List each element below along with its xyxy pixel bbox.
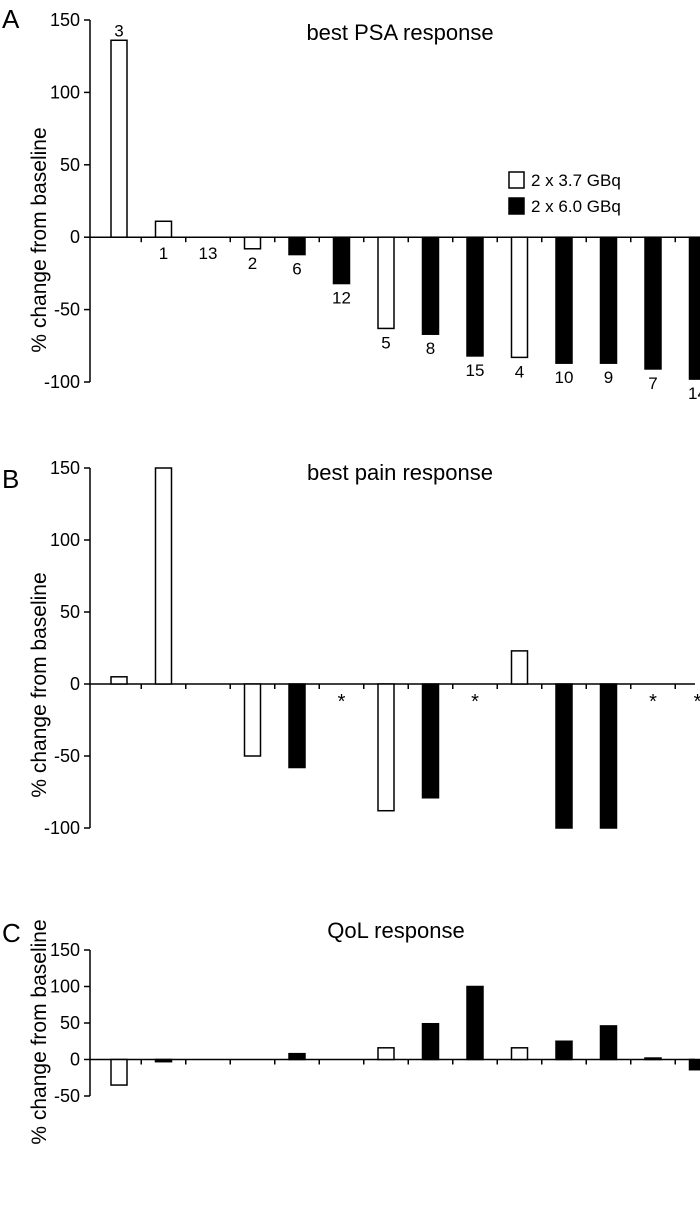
bar [243, 236, 262, 250]
bar [510, 236, 529, 359]
bar [599, 683, 618, 829]
bar [154, 467, 173, 685]
y-axis-label-c: % change from baseline [28, 919, 51, 1144]
bar-label: 3 [114, 21, 123, 40]
bar [154, 1058, 173, 1063]
panel-letter-c: C [2, 918, 21, 948]
bar-label: 8 [426, 339, 435, 358]
y-tick-label: 100 [50, 82, 80, 102]
bar [644, 1057, 662, 1061]
y-tick-label: 0 [70, 674, 80, 694]
panel-b: B best pain response % change from basel… [2, 458, 700, 838]
panel-letter-b: B [2, 464, 19, 494]
bar [288, 236, 306, 256]
y-tick-label: 100 [50, 530, 80, 550]
y-tick-label: 50 [60, 155, 80, 175]
asterisk-marker: * [649, 691, 657, 713]
bar [110, 1058, 128, 1086]
y-tick-label: 50 [60, 1013, 80, 1033]
y-tick-label: 150 [50, 940, 80, 960]
bar [599, 236, 618, 364]
bar [288, 1052, 306, 1061]
y-tick-label: -50 [54, 746, 80, 766]
bar [466, 985, 484, 1061]
y-axis-label-a: % change from baseline [28, 127, 51, 352]
bar [510, 650, 529, 685]
bar [110, 39, 128, 238]
bar [332, 236, 351, 285]
y-tick-label: 150 [50, 10, 80, 30]
bar-label: 4 [515, 362, 524, 381]
bar [688, 1058, 700, 1071]
bar [555, 1040, 573, 1061]
y-tick-label: -50 [54, 300, 80, 320]
y-tick-label: 0 [70, 227, 80, 247]
panel-letter-a: A [2, 4, 20, 34]
y-tick-label: 150 [50, 458, 80, 478]
bar-label: 14 [688, 384, 700, 403]
bar [466, 236, 484, 357]
asterisk-marker: * [471, 691, 479, 713]
bar [110, 676, 128, 685]
legend-label-6-0: 2 x 6.0 GBq [531, 197, 621, 216]
bar [421, 683, 440, 799]
bar [688, 236, 700, 380]
bar-label: 2 [248, 254, 257, 273]
asterisk-marker: * [293, 691, 301, 713]
y-tick-label: 0 [70, 1050, 80, 1070]
bar [243, 683, 262, 757]
legend-label-3-7: 2 x 3.7 GBq [531, 171, 621, 190]
legend-swatch-3-7 [508, 171, 525, 189]
y-axis-label-b: % change from baseline [28, 572, 51, 797]
chart-title-c: QoL response [327, 918, 464, 943]
bar-label: 15 [466, 361, 485, 380]
bar-label: 10 [555, 368, 574, 387]
bar [555, 683, 573, 829]
y-tick-label: 50 [60, 602, 80, 622]
bar-label: 7 [648, 374, 657, 393]
asterisk-marker: * [338, 691, 346, 713]
chart-title-a: best PSA response [306, 20, 493, 45]
bar [599, 1025, 618, 1061]
y-tick-label: -50 [54, 1086, 80, 1106]
bar [421, 236, 440, 335]
bar [377, 683, 395, 812]
bar-label: 12 [332, 289, 351, 308]
bar-label: 13 [199, 244, 218, 263]
panel-a: A best PSA response % change from baseli… [2, 4, 700, 403]
legend-swatch-6-0 [508, 197, 525, 215]
bar-label: 6 [292, 260, 301, 279]
bar-label: 9 [604, 368, 613, 387]
bar [154, 220, 173, 238]
bar [510, 1047, 529, 1061]
bar [377, 1047, 395, 1061]
bar [288, 683, 306, 769]
y-tick-label: 100 [50, 977, 80, 997]
chart-title-b: best pain response [307, 460, 493, 485]
bar-label: 5 [381, 333, 390, 352]
bar [421, 1022, 440, 1061]
bar [644, 236, 662, 370]
panel-c: C QoL response % change from baseline 15… [2, 918, 700, 1145]
y-tick-label: -100 [44, 818, 80, 838]
bar [377, 236, 395, 330]
legend: 2 x 3.7 GBq 2 x 6.0 GBq [508, 171, 621, 216]
asterisk-marker: * [694, 691, 700, 713]
bar [555, 236, 573, 364]
y-tick-label: -100 [44, 372, 80, 392]
bar-label: 1 [159, 244, 168, 263]
